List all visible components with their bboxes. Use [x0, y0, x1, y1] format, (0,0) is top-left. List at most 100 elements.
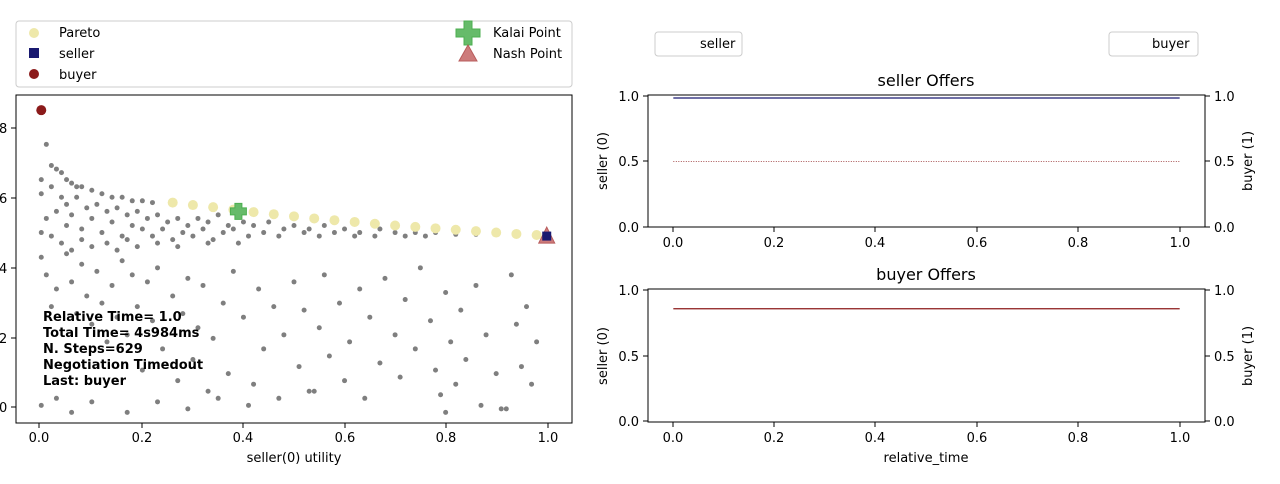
legend-pareto-label: Pareto	[59, 26, 100, 41]
outcome-point	[240, 219, 246, 225]
pareto-point	[531, 230, 542, 241]
outcome-point	[104, 339, 110, 345]
seller-offer-point	[542, 231, 552, 241]
outcome-point	[185, 222, 191, 228]
last-offer-text: Last: buyer	[43, 374, 127, 389]
scatter-y-tick-label: 2	[0, 332, 7, 347]
outcome-point	[316, 233, 322, 239]
outcome-point	[220, 230, 226, 236]
scatter-legend-box	[15, 20, 573, 88]
scatter-x-tick-label: 1.0	[538, 431, 559, 446]
outcome-point	[124, 237, 130, 243]
outcome-point	[261, 346, 267, 352]
outcome-point	[433, 367, 439, 373]
outcome-point	[74, 311, 80, 317]
outcome-point	[402, 233, 408, 239]
pareto-point	[268, 209, 279, 220]
buyer-offers-right-y-label: buyer (1)	[1241, 326, 1256, 386]
seller-offers-right-y-tick: 0.5	[1214, 155, 1235, 170]
seller-offers-x-tick: 1.0	[1170, 236, 1191, 251]
outcome-point	[422, 233, 428, 239]
outcome-point	[79, 226, 85, 232]
outcome-point	[453, 381, 459, 387]
buyer-offers-x-tick: 0.8	[1068, 431, 1089, 446]
outcome-point	[215, 395, 221, 401]
pareto-point	[511, 228, 522, 239]
buyer-offer-point	[36, 105, 46, 115]
outcome-point	[124, 212, 130, 218]
outcome-point	[155, 240, 161, 246]
relative-time-text: Relative Time= 1.0	[43, 310, 182, 325]
outcome-point	[336, 300, 342, 306]
outcome-point	[69, 180, 75, 186]
seller-offers-left-y-axis: 0.0 0.5 1.0 seller (0)	[596, 90, 648, 236]
outcome-point	[296, 364, 302, 370]
seller-offers-title: seller Offers	[878, 71, 975, 90]
outcome-point	[357, 230, 363, 236]
seller-offers-right-y-tick: 1.0	[1214, 90, 1235, 105]
outcome-point	[225, 371, 231, 377]
offers-legends: seller buyer	[654, 31, 1199, 57]
outcome-point	[180, 230, 186, 236]
outcome-point	[205, 219, 211, 225]
negotiation-summary: Relative Time= 1.0 Total Time= 4s984ms N…	[43, 310, 203, 389]
outcome-point	[251, 222, 257, 228]
outcome-point	[235, 240, 241, 246]
seller-offers-right-y-axis: 0.0 0.5 1.0 buyer (1)	[1205, 90, 1256, 236]
outcome-point	[347, 339, 353, 345]
outcome-point	[321, 272, 327, 278]
buyer-offers-right-y-tick: 0.5	[1214, 350, 1235, 365]
outcome-point	[246, 233, 252, 239]
outcome-point	[109, 194, 115, 200]
buyer-offers-x-tick: 0.0	[663, 431, 684, 446]
outcome-point	[326, 353, 332, 359]
outcome-point	[225, 222, 231, 228]
outcome-point	[377, 360, 383, 366]
pareto-point	[187, 200, 198, 211]
buyer-offers-x-tick: 1.0	[1170, 431, 1191, 446]
scatter-x-tick-label: 0.8	[436, 431, 457, 446]
outcome-point	[276, 395, 282, 401]
outcome-point	[513, 321, 519, 327]
outcome-point	[149, 318, 155, 324]
outcome-point	[291, 222, 297, 228]
pareto-point	[289, 211, 299, 222]
outcome-point	[397, 374, 403, 380]
outcome-point	[493, 371, 499, 377]
seller-offers-x-tick: 0.6	[967, 236, 988, 251]
outcome-point	[89, 244, 95, 250]
outcome-point	[144, 215, 150, 221]
buyer-offers-panel: buyer Offers 0.0 0.2 0.4 0.6 0.8 1.0 rel…	[596, 265, 1256, 466]
pareto-point	[470, 226, 481, 237]
outcome-point	[301, 230, 307, 236]
outcome-point	[149, 233, 155, 239]
outcome-point	[256, 286, 262, 292]
outcome-point	[79, 184, 85, 190]
outcome-point	[74, 184, 80, 190]
outcome-point	[362, 395, 368, 401]
scatter-x-tick-label: 0.0	[29, 431, 50, 446]
pareto-point	[349, 216, 360, 227]
scatter-y-tick-label: 4	[0, 262, 7, 277]
outcome-point	[104, 208, 110, 214]
legend-pareto-marker	[29, 28, 39, 38]
buyer-offers-x-axis-label: relative_time	[884, 451, 969, 466]
scatter-outcome-points	[38, 141, 540, 415]
buyer-offers-left-y-label: seller (0)	[596, 327, 611, 385]
seller-offers-x-tick: 0.4	[865, 236, 886, 251]
outcome-point	[48, 184, 54, 190]
legend-nash-marker	[458, 43, 478, 62]
legend-nash-label: Nash Point	[493, 47, 562, 62]
outcome-point	[205, 240, 211, 246]
outcome-point	[266, 219, 272, 225]
outcome-point	[185, 275, 191, 281]
outcome-point	[190, 233, 196, 239]
outcome-point	[175, 244, 181, 250]
outcome-point	[48, 163, 54, 169]
outcome-point	[69, 247, 75, 253]
outcome-point	[443, 290, 449, 296]
seller-offers-x-tick: 0.8	[1068, 236, 1089, 251]
kalai-point	[229, 202, 247, 220]
outcome-point	[392, 230, 398, 236]
pareto-point	[369, 218, 380, 229]
